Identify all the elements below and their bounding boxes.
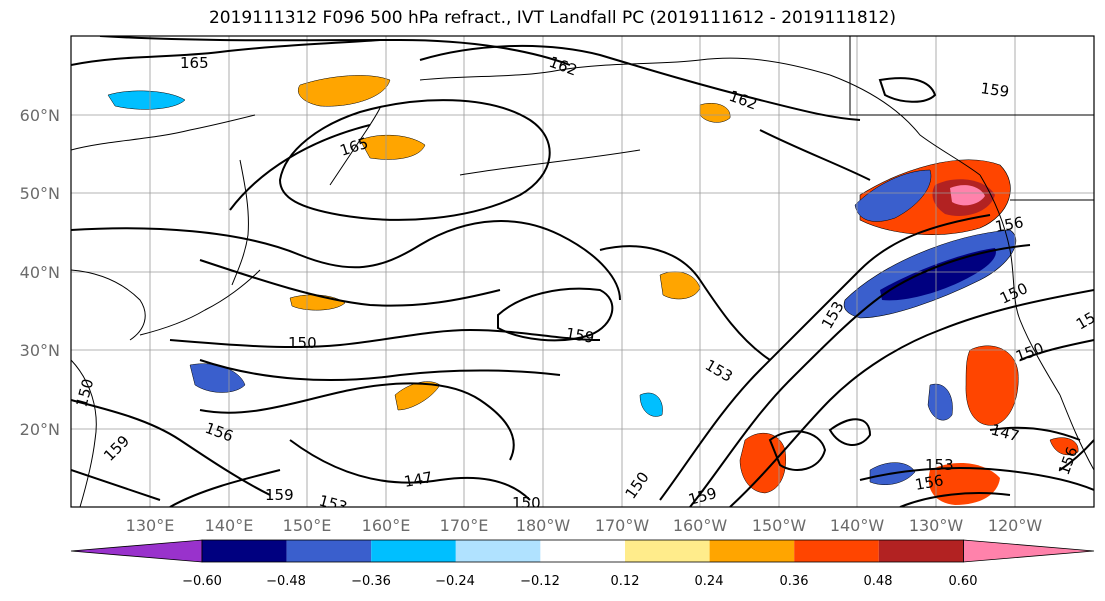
colorbar-outline — [201, 539, 964, 563]
lat-label: 60°N — [20, 106, 60, 125]
colorbar-segment — [70, 539, 203, 563]
colorbar-segment — [625, 540, 710, 562]
colorbar-tick-label: 0.24 — [695, 574, 724, 589]
colorbar-segment — [709, 540, 795, 562]
colorbar-tick-label: 0.12 — [611, 574, 640, 589]
map-panel: 165 162 162 159 165 156 150 150 159 150 … — [71, 36, 1094, 512]
contour-label: 159 — [686, 484, 718, 509]
lon-label: 120°W — [988, 516, 1043, 535]
lon-label: 150°W — [752, 516, 807, 535]
lat-label: 50°N — [20, 184, 60, 203]
colorbar-segment — [794, 540, 879, 562]
colorbar-tick-label: −0.60 — [182, 574, 222, 589]
lon-label: 140°W — [830, 516, 885, 535]
refractivity-contours — [71, 36, 1094, 507]
colorbar-segment — [286, 540, 372, 562]
lon-label: 130°E — [126, 516, 175, 535]
colorbar-tick-label: −0.48 — [266, 574, 306, 589]
colorbar: −0.60 −0.48 −0.36 −0.24 −0.12 0.12 0.24 … — [70, 539, 1095, 589]
colorbar-tick-label: −0.12 — [520, 574, 560, 589]
lat-label: 20°N — [20, 420, 60, 439]
contour-label: 147 — [403, 468, 434, 491]
lon-label: 160°W — [673, 516, 728, 535]
graticule — [71, 36, 1094, 507]
colorbar-segment — [963, 539, 1095, 563]
lon-label: 130°W — [909, 516, 964, 535]
colorbar-segment — [878, 540, 964, 562]
colorbar-segment — [371, 540, 456, 562]
colorbar-tick-label: −0.36 — [351, 574, 391, 589]
lon-label: 140°E — [205, 516, 254, 535]
colorbar-tick-label: −0.24 — [435, 574, 475, 589]
colorbar-ticks: −0.60 −0.48 −0.36 −0.24 −0.12 0.12 0.24 … — [182, 574, 977, 589]
lon-label: 160°E — [362, 516, 411, 535]
contour-label: 156 — [994, 213, 1025, 236]
map-title: 2019111312 F096 500 hPa refract., IVT La… — [208, 8, 896, 28]
colorbar-segment — [455, 540, 541, 562]
contour-label: 159 — [564, 324, 595, 347]
lon-label: 180°W — [516, 516, 571, 535]
lon-label: 170°E — [440, 516, 489, 535]
contour-label: 156 — [914, 471, 945, 494]
lon-label: 150°E — [283, 516, 332, 535]
colorbar-segment — [202, 540, 287, 562]
map-frame — [70, 35, 1095, 508]
colorbar-tick-label: 0.48 — [864, 574, 893, 589]
coastlines — [71, 36, 1094, 507]
latitude-axis: 60°N 50°N 40°N 30°N 20°N — [20, 106, 60, 439]
contour-label: 150 — [288, 334, 317, 352]
contour-label: 159 — [979, 79, 1010, 101]
colorbar-tick-label: 0.36 — [780, 574, 809, 589]
longitude-axis: 130°E 140°E 150°E 160°E 170°E 180°W 170°… — [126, 516, 1043, 535]
contour-label: 150 — [512, 494, 541, 512]
lat-label: 40°N — [20, 263, 60, 282]
lon-label: 170°W — [595, 516, 650, 535]
contour-label: 153 — [925, 456, 954, 474]
lat-label: 30°N — [20, 341, 60, 360]
colorbar-segment — [540, 540, 625, 562]
contour-label: 165 — [180, 54, 209, 72]
colorbar-tick-label: 0.60 — [949, 574, 978, 589]
contour-label: 159 — [265, 486, 294, 504]
